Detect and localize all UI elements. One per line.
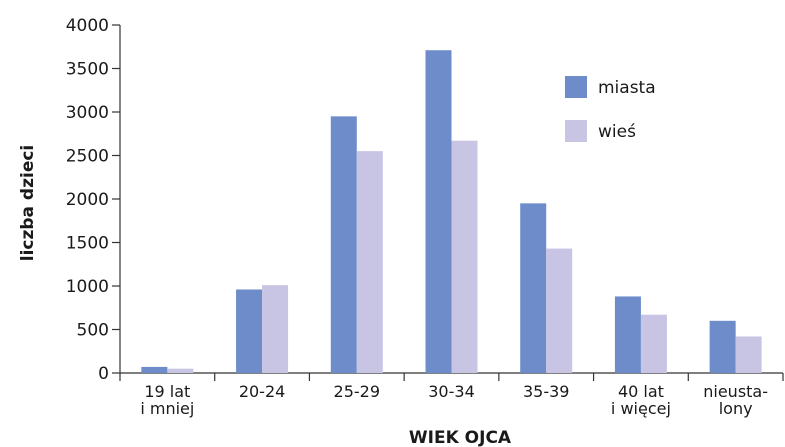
y-axis-title: liczba dzieci [18,145,38,262]
bar-wieś-1 [262,285,288,373]
bar-miasta-0 [141,367,167,373]
y-tick-label: 1500 [66,234,109,254]
x-tick-label: 25-29 [334,382,381,401]
x-tick-label-line: i mniej [140,399,194,418]
x-tick-label: 40 lati więcej [611,382,671,418]
legend-swatch [565,120,587,142]
x-tick-label: nieusta-lony [703,382,768,418]
y-tick-label: 1000 [66,277,109,297]
bar-wieś-6 [736,336,762,373]
x-tick-label-line: 20-24 [239,382,286,401]
legend-swatch [565,76,587,98]
bar-miasta-5 [615,296,641,373]
legend-label: miasta [598,78,656,98]
x-tick-label: 30-34 [428,382,475,401]
bar-miasta-3 [426,50,452,373]
x-tick-label: 35-39 [523,382,570,401]
x-tick-label: 19 lati mniej [140,382,194,418]
y-tick-label: 2500 [66,147,109,167]
x-tick-label-line: 35-39 [523,382,570,401]
bar-wieś-0 [167,369,193,373]
bar-miasta-6 [710,321,736,373]
bar-miasta-1 [236,289,262,373]
legend: miasta wieś [565,76,656,142]
x-tick-label: 20-24 [239,382,286,401]
bar-miasta-4 [520,203,546,373]
bar-wieś-3 [452,141,478,373]
y-tick-label: 0 [98,364,109,384]
bar-miasta-2 [331,116,357,373]
y-tick-label: 2000 [66,190,109,210]
y-tick-label: 500 [77,321,109,341]
y-tick-label: 4000 [66,16,109,36]
y-tick-label: 3000 [66,103,109,123]
y-tick-label: 3500 [66,60,109,80]
x-tick-label-line: 25-29 [334,382,381,401]
bars [141,50,761,373]
legend-label: wieś [598,122,636,142]
bar-wieś-2 [357,151,383,373]
x-tick-label-line: 30-34 [428,382,475,401]
x-tick-label-line: lony [719,399,753,418]
x-axis-title: WIEK OJCA [409,428,512,447]
y-axis: 0 500 1000 1500 2000 2500 3000 3500 4000 [66,16,120,384]
x-tick-label-line: i więcej [611,399,671,418]
x-axis: 19 lati mniej 20-24 25-29 30-34 35-39 40 lati… [120,373,783,418]
bar-wieś-4 [546,249,572,373]
bar-wieś-5 [641,315,667,373]
